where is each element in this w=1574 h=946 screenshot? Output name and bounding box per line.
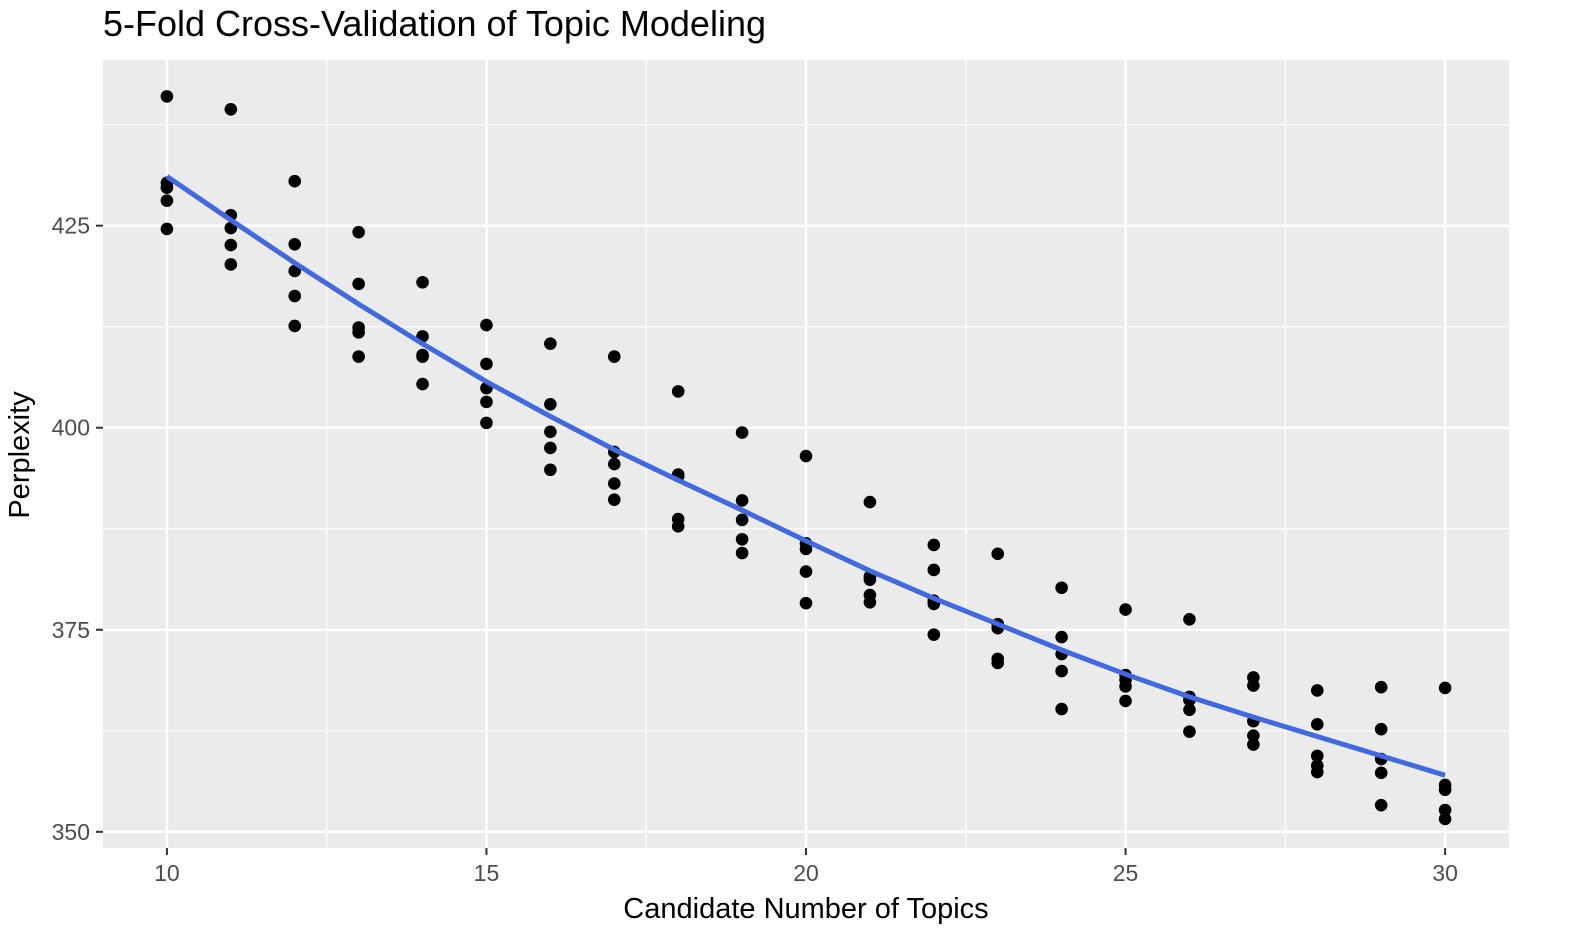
- y-axis-title: Perplexity: [4, 391, 36, 519]
- y-tick-label: 400: [52, 415, 90, 441]
- data-point: [863, 573, 877, 586]
- x-tick-label: 30: [1432, 860, 1458, 886]
- data-point: [544, 337, 557, 350]
- data-point: [1310, 765, 1324, 779]
- data-point: [1183, 703, 1196, 717]
- data-point: [1438, 783, 1452, 797]
- data-point: [1374, 722, 1388, 736]
- data-point: [799, 596, 813, 610]
- data-point: [1310, 718, 1324, 731]
- data-point: [1119, 680, 1132, 693]
- data-point: [1310, 749, 1324, 763]
- data-point: [735, 426, 749, 439]
- data-point: [1247, 738, 1260, 751]
- data-point: [352, 326, 365, 339]
- data-point: [160, 181, 174, 194]
- data-point: [863, 495, 877, 509]
- data-point: [607, 477, 621, 490]
- data-point: [224, 103, 238, 116]
- y-tick-label: 375: [52, 617, 90, 643]
- data-point: [416, 275, 429, 289]
- data-point: [1119, 603, 1132, 616]
- data-point: [1183, 612, 1196, 626]
- data-point: [1055, 702, 1068, 716]
- data-point: [544, 425, 557, 439]
- data-point: [1438, 812, 1452, 826]
- data-point: [1374, 680, 1388, 694]
- data-point: [671, 520, 685, 533]
- data-point: [544, 463, 557, 477]
- y-tick-label: 425: [52, 213, 90, 239]
- data-point: [607, 457, 621, 471]
- x-tick-label: 25: [1113, 860, 1139, 886]
- data-point: [480, 395, 493, 409]
- data-point: [224, 258, 238, 271]
- data-point: [224, 238, 238, 252]
- data-point: [607, 493, 621, 506]
- data-point: [799, 449, 813, 463]
- data-point: [160, 222, 174, 236]
- data-point: [1183, 725, 1196, 738]
- data-point: [607, 350, 621, 363]
- data-point: [1374, 798, 1388, 812]
- y-tick-label: 350: [52, 819, 90, 845]
- data-point: [288, 237, 302, 251]
- data-point: [480, 357, 493, 371]
- data-point: [1055, 664, 1068, 678]
- data-point: [927, 538, 941, 552]
- data-point: [352, 350, 365, 363]
- x-tick-label: 15: [474, 860, 500, 886]
- smooth-trend-line: [165, 174, 1446, 778]
- data-point: [1310, 684, 1324, 697]
- data-point: [1438, 803, 1452, 817]
- x-tick-label: 20: [793, 860, 819, 886]
- data-point: [352, 225, 365, 239]
- x-axis-title: Candidate Number of Topics: [623, 893, 988, 925]
- data-point: [735, 532, 749, 546]
- data-point: [288, 319, 302, 333]
- data-point: [735, 513, 749, 527]
- data-point: [288, 289, 302, 303]
- axis-ticks: [96, 224, 1447, 855]
- data-point: [991, 656, 1005, 670]
- data-point: [288, 174, 302, 188]
- data-point: [735, 494, 749, 507]
- data-point: [544, 397, 557, 411]
- data-point: [991, 547, 1005, 561]
- data-point: [799, 542, 813, 556]
- data-point: [671, 385, 685, 398]
- x-tick-label: 10: [154, 860, 180, 886]
- data-point: [927, 563, 941, 577]
- data-point: [416, 377, 429, 391]
- x-tick-labels: 10 15 20 25 30: [154, 860, 1458, 886]
- data-point: [799, 565, 813, 578]
- data-point: [1247, 679, 1260, 692]
- chart-title: 5-Fold Cross-Validation of Topic Modelin…: [103, 3, 766, 44]
- y-tick-labels: 350 375 400 425: [52, 213, 90, 845]
- data-point: [160, 194, 174, 207]
- data-point: [416, 350, 429, 363]
- data-point: [352, 277, 365, 291]
- data-point: [735, 546, 749, 560]
- data-point: [1055, 630, 1068, 644]
- data-point: [1055, 581, 1068, 595]
- data-point: [480, 318, 493, 332]
- data-point: [480, 416, 493, 430]
- data-point: [1247, 729, 1260, 742]
- data-point: [927, 628, 941, 641]
- data-point: [544, 441, 557, 455]
- data-point: [1374, 766, 1388, 780]
- data-point: [863, 596, 877, 609]
- data-point: [1438, 681, 1452, 695]
- data-point: [1119, 694, 1132, 708]
- data-point: [160, 90, 174, 103]
